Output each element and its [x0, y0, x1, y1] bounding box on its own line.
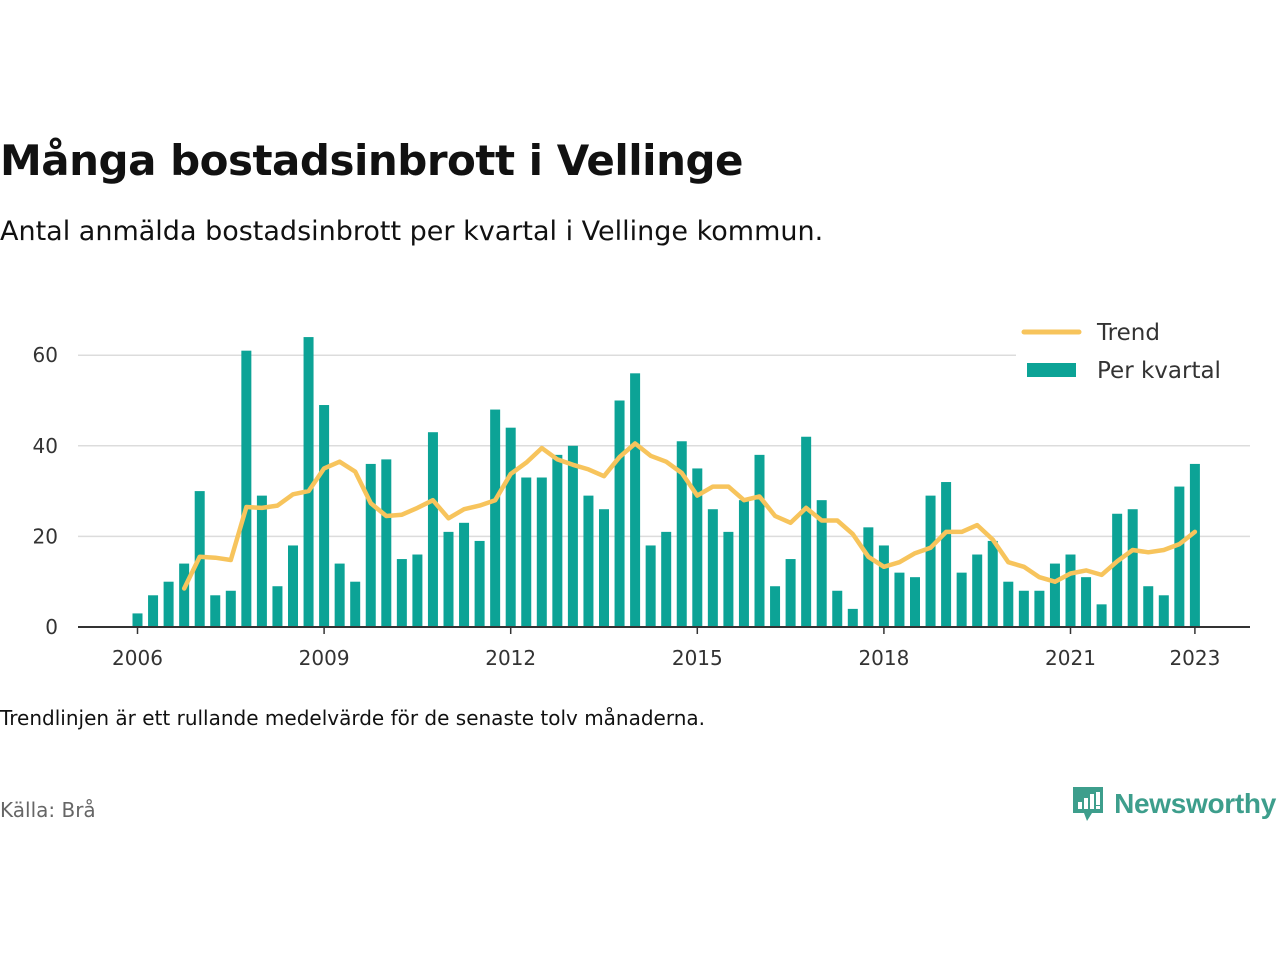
- x-tick-label: 2009: [299, 646, 350, 670]
- legend-bar-label: Per kvartal: [1097, 358, 1221, 384]
- bar: [443, 531, 454, 627]
- bar: [1143, 586, 1154, 627]
- bar: [1081, 577, 1092, 627]
- bar: [676, 441, 687, 627]
- bar: [505, 427, 516, 627]
- bar: [163, 581, 174, 627]
- bar: [1189, 463, 1200, 627]
- legend-bar-swatch: [1027, 363, 1076, 377]
- x-tick-label: 2018: [858, 646, 909, 670]
- bar: [225, 590, 236, 627]
- bar: [148, 595, 159, 627]
- bar: [987, 540, 998, 627]
- bar: [1018, 590, 1029, 627]
- bar: [1065, 554, 1076, 627]
- bar: [1158, 595, 1169, 627]
- bar: [1127, 509, 1138, 627]
- bar: [1034, 590, 1045, 627]
- bar: [847, 608, 858, 627]
- bar: [956, 572, 967, 627]
- source-credit: Källa: Brå: [0, 798, 96, 822]
- bar: [303, 337, 314, 627]
- bar: [925, 495, 936, 627]
- bar: [941, 482, 952, 627]
- bar: [334, 563, 345, 627]
- bar: [241, 350, 252, 627]
- bar: [474, 540, 485, 627]
- bar: [521, 477, 532, 627]
- y-tick-label: 60: [33, 343, 58, 367]
- bar: [319, 405, 330, 627]
- bar: [832, 590, 843, 627]
- x-tick-label: 2006: [112, 646, 163, 670]
- bars-per-kvartal: [132, 337, 1200, 627]
- bar: [645, 545, 656, 627]
- bar: [412, 554, 423, 627]
- footnote: Trendlinjen är ett rullande medelvärde f…: [0, 706, 706, 730]
- bar: [1112, 513, 1123, 627]
- bar: [599, 509, 609, 627]
- y-axis-ticks: 0 20 40 60: [33, 343, 58, 639]
- bar: [1003, 581, 1014, 627]
- trend-line: [181, 441, 1198, 591]
- x-axis-ticks: 2006 2009 2012 2015 2018 2021 2023: [112, 627, 1220, 670]
- bar: [661, 531, 672, 627]
- bar: [801, 436, 812, 627]
- x-tick-label: 2015: [672, 646, 723, 670]
- y-tick-label: 40: [33, 434, 58, 458]
- bar: [427, 432, 438, 627]
- bar: [1096, 604, 1107, 627]
- bar: [910, 577, 920, 627]
- bar: [1174, 486, 1185, 627]
- bar: [288, 545, 298, 627]
- bar: [272, 586, 283, 627]
- bar: [490, 409, 501, 627]
- bar: [210, 595, 221, 627]
- bar: [972, 554, 983, 627]
- chart: 0 20 40 60 2006 2009 2012 2015 2018 2021 2023 Tre…: [33, 318, 1250, 670]
- brand-name: Newsworthy: [1114, 788, 1276, 819]
- bar: [459, 522, 470, 627]
- bar: [256, 495, 267, 627]
- chart-subtitle: Antal anmälda bostadsinbrott per kvartal…: [0, 216, 824, 247]
- bar: [863, 527, 874, 627]
- x-tick-label: 2012: [485, 646, 536, 670]
- newsworthy-logo-icon: [1073, 787, 1104, 821]
- bar: [878, 545, 889, 627]
- y-tick-label: 0: [45, 615, 58, 639]
- bar: [770, 586, 781, 627]
- y-tick-label: 20: [33, 524, 58, 548]
- legend-trend-label: Trend: [1096, 320, 1160, 346]
- bar: [754, 454, 765, 627]
- bar: [816, 500, 827, 627]
- bar: [381, 459, 392, 627]
- bar: [350, 581, 361, 627]
- bar: [132, 613, 143, 627]
- bar: [536, 477, 547, 627]
- bar: [552, 454, 563, 627]
- bar: [583, 495, 594, 627]
- bar: [1049, 563, 1060, 627]
- x-tick-label: 2023: [1169, 646, 1220, 670]
- bar: [365, 463, 376, 627]
- bar: [567, 445, 578, 627]
- bar: [738, 500, 749, 627]
- bar: [723, 531, 734, 627]
- bar: [692, 468, 703, 627]
- bar: [785, 559, 796, 627]
- bar: [614, 400, 625, 627]
- bar: [630, 373, 641, 627]
- legend: Trend Per kvartal: [1016, 318, 1250, 396]
- bar: [179, 563, 190, 627]
- chart-title: Många bostadsinbrott i Vellinge: [0, 136, 744, 185]
- x-tick-label: 2021: [1045, 646, 1096, 670]
- newsworthy-logo[interactable]: Newsworthy: [1070, 784, 1276, 824]
- bar: [707, 509, 718, 627]
- bar: [396, 559, 407, 627]
- bar: [894, 572, 905, 627]
